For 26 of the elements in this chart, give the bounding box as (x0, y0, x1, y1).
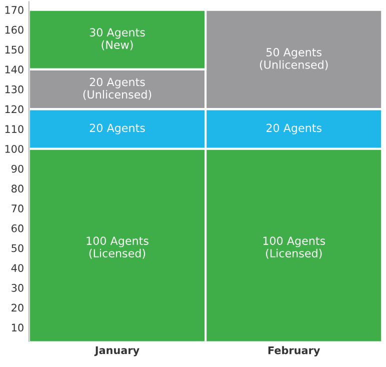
y-tick-label: 20 (12, 304, 24, 312)
y-tick-label: 140 (5, 66, 24, 74)
y-tick-label: 160 (5, 26, 24, 34)
y-tick-label: 40 (11, 264, 24, 272)
data-label: 100 Agents (Licensed) (263, 236, 326, 259)
data-label: 20 Agents (Unlicensed) (83, 78, 152, 100)
y-tick-label: 10 (12, 324, 24, 332)
data-label: 50 Agents (Unlicensed) (260, 48, 328, 70)
data-label: 100 Agents (Licensed) (86, 236, 148, 259)
y-tick-label: 110 (5, 125, 24, 133)
y-tick-label: 100 (5, 144, 24, 153)
y-tick-label: 50 (12, 244, 24, 252)
y-tick-label: 150 (5, 46, 24, 54)
y-tick-label: 80 (12, 184, 24, 193)
y-tick-label: 70 (12, 204, 24, 212)
y-tick-label: 90 (11, 164, 24, 173)
y-tick-label: 30 (12, 284, 24, 292)
x-tick-label: January (94, 346, 140, 356)
y-tick-label: 60 (12, 224, 24, 232)
y-tick-label: 120 (5, 105, 24, 114)
data-label: 20 Agents (266, 124, 322, 134)
data-label: 20 Agents (90, 124, 145, 134)
x-tick-label: February (268, 346, 320, 356)
data-label: 30 Agents (New) (90, 28, 145, 50)
y-tick-label: 130 (5, 85, 24, 94)
y-tick-label: 170 (5, 6, 24, 14)
